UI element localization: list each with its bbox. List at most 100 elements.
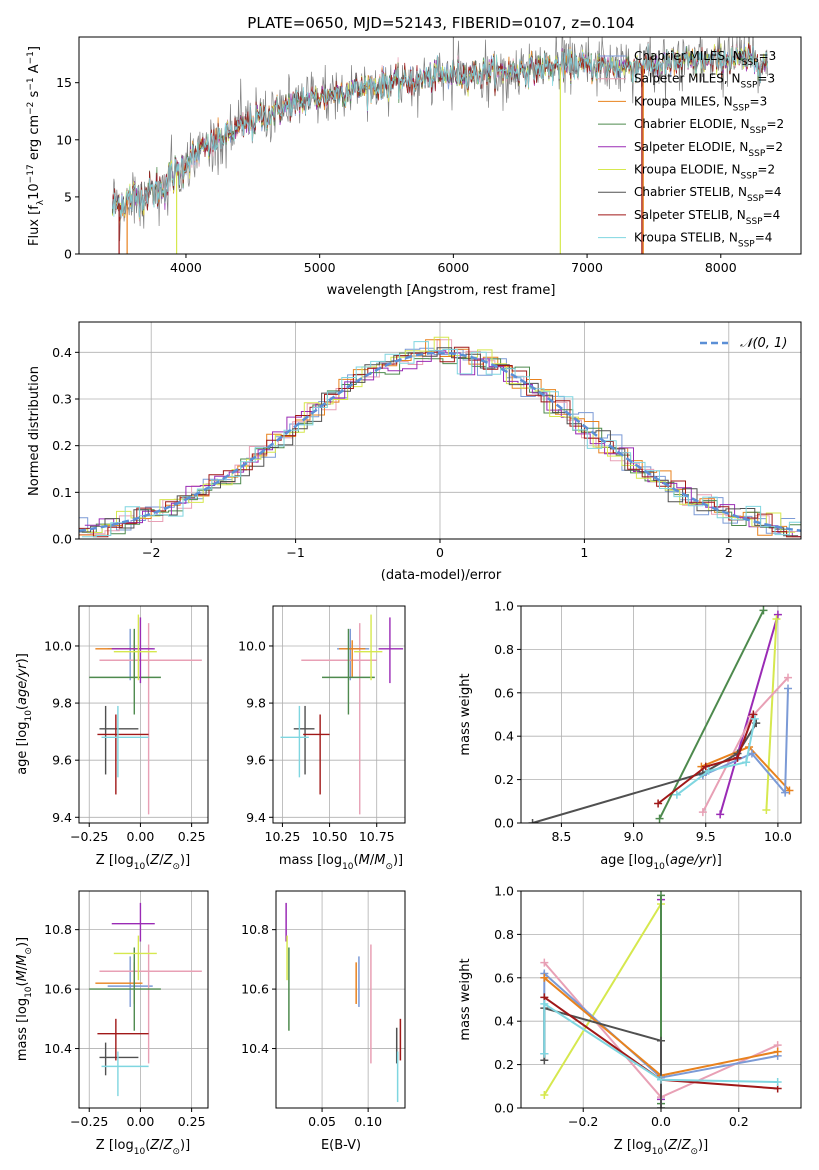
histogram-step — [79, 347, 799, 537]
legend-entry: Kroupa STELIB, NSSP=4 — [634, 231, 772, 250]
x-axis-label: Z [log10(Z/Z⊙)] — [96, 853, 190, 872]
weight-marker — [698, 808, 707, 817]
x-tick-label: 10.0 — [764, 829, 792, 844]
x-tick-label: 0 — [436, 545, 444, 560]
weight-line — [658, 609, 765, 820]
x-axis-label: Z [log10(Z/Z⊙)] — [96, 1138, 190, 1157]
axes-frame — [78, 36, 802, 255]
y-tick-label: 1.0 — [494, 599, 514, 614]
x-tick-label: 0.00 — [127, 1114, 155, 1129]
x-tick-label: −2 — [142, 545, 160, 560]
x-tick-label: −1 — [286, 545, 304, 560]
x-tick-label: 0.25 — [178, 1114, 206, 1129]
y-tick-label: 0.2 — [52, 438, 72, 453]
y-axis-label: Flux [fλ10−17 erg cm−2 s−1 A−1] — [26, 46, 46, 246]
x-tick-label: 8.5 — [551, 829, 571, 844]
y-tick-label: 10.8 — [241, 922, 269, 937]
histogram-step — [81, 341, 801, 538]
gaussian-curve — [79, 351, 801, 533]
weight-line — [543, 1006, 662, 1108]
weight-marker — [773, 1077, 782, 1086]
x-tick-label: 0.00 — [127, 829, 155, 844]
y-tick-label: 0.8 — [494, 927, 514, 942]
legend-entry: Salpeter STELIB, NSSP=4 — [634, 208, 780, 227]
weight-marker — [733, 753, 742, 762]
panel-mass-vs-ebv: 0.05 0.10 10.4 10.6 10.8 E(B-V) — [241, 890, 406, 1153]
weight-marker — [759, 606, 768, 615]
x-tick-label: 0.10 — [354, 1114, 382, 1129]
plot-area — [276, 891, 405, 1108]
weight-marker — [785, 786, 794, 795]
x-axis-label: mass [log10(M/M⊙)] — [279, 853, 403, 872]
x-tick-label: 1 — [580, 545, 588, 560]
histogram-step — [84, 350, 801, 538]
y-tick-label: 10.8 — [44, 922, 72, 937]
legend-entry: Salpeter MILES, NSSP=3 — [634, 72, 775, 91]
histogram-step — [81, 352, 801, 535]
panel-mass-vs-Z: −0.25 0.00 0.25 10.4 10.6 10.8 Z [log10(Z/Z⊙)]… — [15, 890, 209, 1157]
plot-area — [79, 322, 801, 539]
x-tick-label: −0.2 — [568, 1114, 598, 1129]
figure-title: PLATE=0650, MJD=52143, FIBERID=0107, z=0… — [247, 14, 634, 32]
axes-frame — [78, 605, 209, 824]
weight-line — [719, 614, 779, 815]
weight-line — [543, 1001, 778, 1083]
y-tick-label: 0.4 — [494, 1014, 514, 1029]
y-tick-label: 0.4 — [494, 729, 514, 744]
y-axis-label: Normed distribution — [27, 366, 42, 496]
spectrum-data-line — [112, 37, 768, 242]
legend-entry: Kroupa ELODIE, NSSP=2 — [634, 163, 775, 182]
x-tick-label: 8000 — [705, 260, 737, 275]
weight-marker — [716, 810, 725, 819]
plot-area — [112, 37, 768, 254]
panel-residual-distribution: −2 −1 0 1 2 0.0 0.1 0.2 0.3 0.4 (data-model)/error… — [27, 321, 802, 583]
spectrum-model-line — [112, 43, 768, 219]
weight-marker — [781, 788, 790, 797]
y-axis-label: mass weight — [458, 958, 473, 1040]
weight-marker — [773, 1047, 782, 1056]
weight-marker — [540, 1049, 549, 1058]
y-axis-label: age [log10(age/yr)] — [15, 653, 34, 775]
weight-marker — [784, 684, 793, 693]
y-axis-label: mass [log10(M/M⊙)] — [15, 937, 34, 1061]
y-tick-label: 0.2 — [494, 772, 514, 787]
axes-frame — [520, 605, 802, 824]
weight-marker — [784, 673, 793, 682]
y-tick-label: 10.6 — [44, 982, 72, 997]
x-tick-label: 0.2 — [729, 1114, 749, 1129]
histogram-step — [79, 346, 801, 538]
x-tick-label: 0.25 — [178, 829, 206, 844]
panel-age-vs-mass: 10.25 10.50 10.75 9.4 9.6 9.8 10.0 mass [log10(… — [238, 605, 406, 872]
axes-frame — [78, 890, 209, 1109]
weight-line — [702, 688, 789, 796]
x-tick-label: 9.0 — [624, 829, 644, 844]
weight-marker — [540, 999, 549, 1008]
weight-line — [765, 618, 778, 811]
y-tick-label: 9.8 — [246, 696, 266, 711]
legend-entry: Chabrier MILES, NSSP=3 — [634, 49, 776, 68]
legend-entry: Kroupa MILES, NSSP=3 — [634, 94, 767, 113]
x-axis-label: wavelength [Angstrom, rest frame] — [327, 283, 556, 298]
y-tick-label: 1.0 — [494, 884, 514, 899]
y-tick-label: 10.6 — [241, 982, 269, 997]
y-axis-label: mass weight — [458, 673, 473, 755]
y-tick-label: 0.0 — [494, 816, 514, 831]
legend-entry: 𝒩(0, 1) — [740, 336, 787, 351]
x-axis-label: E(B-V) — [321, 1138, 361, 1153]
legend-entry: Salpeter ELODIE, NSSP=2 — [634, 140, 783, 159]
x-tick-label: 4000 — [170, 260, 202, 275]
y-tick-label: 9.6 — [246, 753, 266, 768]
y-tick-label: 9.4 — [246, 810, 266, 825]
panel-mass-weight-vs-age: 8.5 9.0 9.5 10.0 0.0 0.2 0.4 0.6 0.8 1.0 age [log1… — [458, 599, 802, 872]
x-tick-label: −0.25 — [70, 1114, 108, 1129]
weight-marker — [657, 1036, 665, 1045]
legend: Chabrier MILES, NSSP=3 Salpeter MILES, NS… — [598, 49, 784, 250]
y-tick-label: 0.3 — [52, 392, 72, 407]
weight-marker — [657, 891, 665, 900]
x-axis-label: Z [log10(Z/Z⊙)] — [614, 1138, 708, 1157]
x-tick-label: 2 — [725, 545, 733, 560]
weight-marker — [747, 749, 756, 758]
y-tick-label: 10.0 — [238, 638, 266, 653]
weight-marker — [749, 710, 758, 719]
